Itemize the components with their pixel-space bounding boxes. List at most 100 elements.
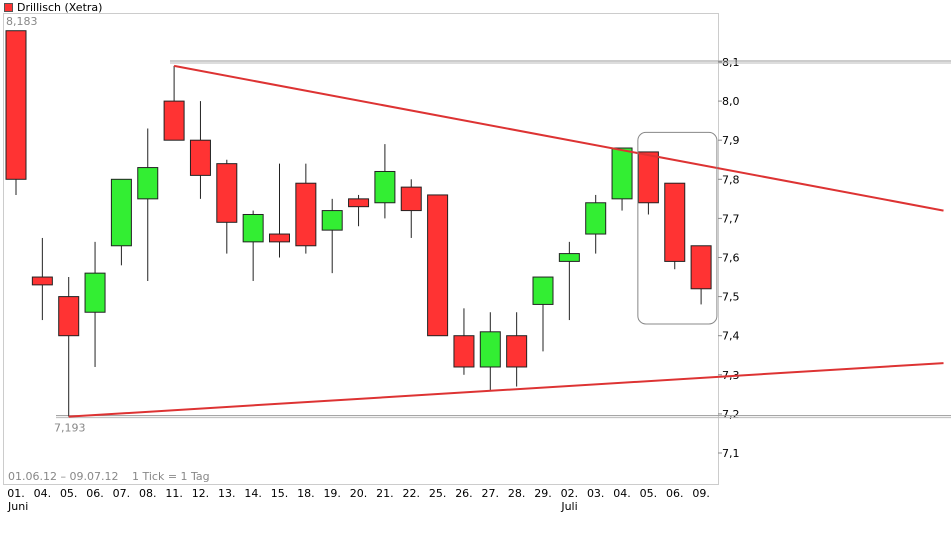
candle: [690, 245, 712, 305]
x-tick-label: 05.: [60, 487, 78, 500]
y-tick-label: 7,6: [722, 252, 740, 265]
x-tick-label: 04.: [34, 487, 52, 500]
x-tick-label: 20.: [350, 487, 368, 500]
candle: [374, 144, 396, 219]
candle: [479, 312, 501, 391]
x-tick-label: 01.: [7, 487, 25, 500]
candle-body: [427, 194, 449, 337]
chart-title: Drillisch (Xetra): [17, 0, 103, 14]
candle: [110, 178, 132, 266]
candle: [611, 147, 633, 211]
x-tick-label: 12.: [192, 487, 210, 500]
tick-info: 1 Tick = 1 Tag: [131, 470, 210, 483]
candle: [585, 194, 607, 254]
month-label: Juli: [560, 500, 577, 513]
candle: [664, 182, 686, 270]
min-value-label: 7,193: [54, 422, 86, 435]
candle-body: [479, 331, 501, 368]
candle: [558, 241, 580, 321]
candle-body: [506, 335, 528, 368]
plot-frame: [3, 13, 719, 485]
candle: [189, 101, 211, 199]
candle-body: [5, 30, 27, 180]
candle-body: [400, 186, 422, 212]
y-tick-label: 7,8: [722, 173, 740, 186]
x-tick-label: 18.: [297, 487, 315, 500]
candle-body: [374, 170, 396, 204]
candle-body: [585, 202, 607, 235]
candle: [269, 163, 290, 258]
candle-body: [31, 276, 53, 286]
candle: [5, 30, 27, 195]
x-tick-label: 14.: [244, 487, 262, 500]
candle-body: [637, 151, 659, 204]
x-tick-label: 13.: [218, 487, 236, 500]
candle: [453, 308, 475, 375]
x-tick-label: 15.: [271, 487, 289, 500]
x-tick-label: 09.: [692, 487, 710, 500]
x-tick-label: 28.: [508, 487, 526, 500]
y-tick-label: 7,2: [722, 408, 740, 421]
y-tick-label: 8,0: [722, 95, 740, 108]
month-label: Juni: [7, 500, 28, 513]
candle: [506, 312, 528, 387]
candle-body: [690, 245, 712, 290]
y-tick-label: 7,1: [722, 447, 740, 460]
candle: [216, 159, 238, 254]
candle: [400, 179, 422, 238]
max-value-label: 8,183: [6, 15, 38, 28]
x-tick-label: 02.: [561, 487, 579, 500]
trend-line: [68, 362, 944, 418]
candle: [532, 276, 554, 352]
y-tick-label: 7,7: [722, 212, 740, 225]
candle: [637, 151, 659, 215]
x-tick-label: 03.: [587, 487, 605, 500]
candle-body: [137, 167, 159, 200]
candle-body: [189, 139, 211, 176]
legend-swatch: [4, 2, 13, 12]
x-tick-label: 05.: [640, 487, 658, 500]
candle: [321, 198, 343, 274]
x-tick-label: 08.: [139, 487, 157, 500]
highlight-box: [637, 131, 718, 325]
candle-body: [269, 233, 290, 243]
candle-body: [58, 296, 80, 337]
x-tick-label: 06.: [666, 487, 684, 500]
candle-body: [163, 100, 185, 141]
candle-body: [532, 276, 554, 305]
x-tick-label: 06.: [86, 487, 104, 500]
candle-body: [453, 335, 475, 368]
x-tick-label: 27.: [482, 487, 500, 500]
candle-body: [611, 147, 633, 200]
x-tick-label: 25.: [429, 487, 447, 500]
x-tick-label: 04.: [613, 487, 631, 500]
candle: [348, 194, 370, 227]
candle-body: [558, 253, 580, 262]
y-tick-label: 7,5: [722, 291, 740, 304]
chart-footer: 01.06.12 – 09.07.12 1 Tick = 1 Tag: [8, 470, 220, 483]
candle-body: [295, 182, 317, 247]
candle-body: [216, 163, 238, 223]
x-tick-label: 11.: [165, 487, 183, 500]
candle-body: [348, 198, 370, 208]
y-tick-label: 7,9: [722, 134, 740, 147]
candle-body: [321, 210, 343, 231]
x-tick-label: 26.: [455, 487, 473, 500]
candle: [58, 277, 80, 417]
chart-legend: Drillisch (Xetra): [4, 0, 102, 14]
candle-body: [84, 272, 106, 313]
candle-body: [242, 213, 264, 243]
candle: [31, 237, 53, 321]
trend-line: [173, 64, 944, 212]
candle: [427, 194, 449, 337]
candle: [84, 241, 106, 367]
x-tick-label: 29.: [534, 487, 552, 500]
x-tick-label: 07.: [113, 487, 131, 500]
date-range: 01.06.12 – 09.07.12: [8, 470, 119, 483]
candle: [163, 65, 185, 141]
x-tick-label: 21.: [376, 487, 394, 500]
x-tick-label: 19.: [323, 487, 341, 500]
y-tick-label: 7,4: [722, 330, 740, 343]
candle: [137, 128, 159, 281]
